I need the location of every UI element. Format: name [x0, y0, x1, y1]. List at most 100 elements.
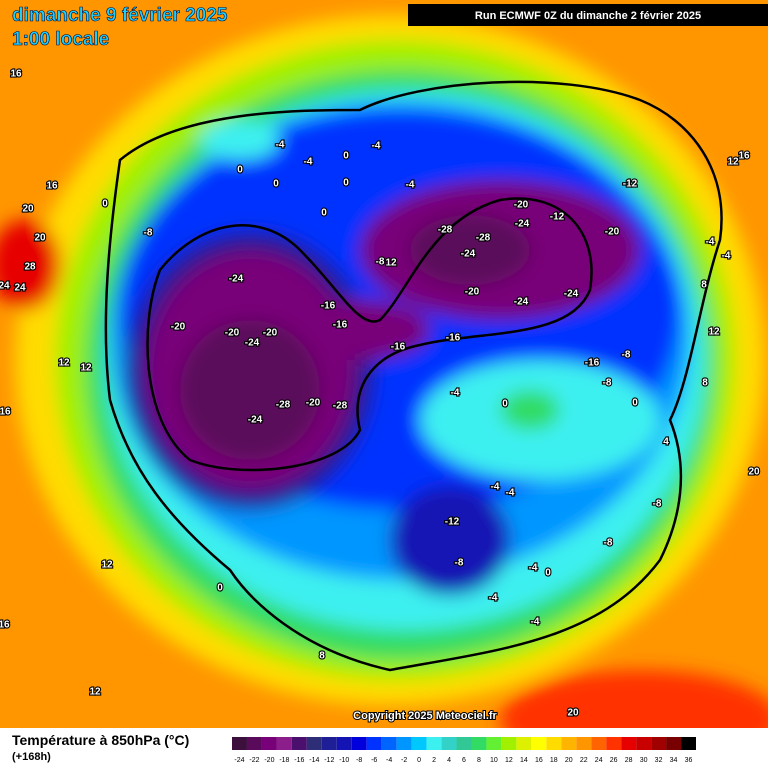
color-swatch	[501, 737, 517, 750]
contour-label: -16	[446, 333, 461, 344]
scale-label: 22	[580, 757, 588, 764]
color-swatch	[681, 737, 696, 750]
contour-label: 16	[10, 69, 22, 80]
scale-label: 32	[655, 757, 663, 764]
contour-label: -4	[706, 237, 715, 248]
scale-label: 30	[640, 757, 648, 764]
contour-label: 20	[34, 233, 46, 244]
contour-label: -4	[529, 563, 538, 574]
contour-label: 0	[237, 165, 243, 176]
contour-label: -8	[144, 228, 153, 239]
contour-label: 12	[727, 157, 739, 168]
contour-label: 8	[319, 651, 325, 662]
contour-label: 12	[101, 560, 113, 571]
contour-label: -24	[461, 249, 476, 260]
scale-label: 28	[625, 757, 633, 764]
color-swatch	[306, 737, 322, 750]
scale-label: 12	[505, 757, 513, 764]
color-swatch	[381, 737, 397, 750]
contour-label: -16	[585, 358, 600, 369]
contour-label: -28	[333, 401, 348, 412]
contour-label: -16	[333, 320, 348, 331]
scale-label: 34	[670, 757, 678, 764]
contour-label: 0	[545, 568, 551, 579]
contour-label: -20	[263, 328, 278, 339]
contour-label: 0	[321, 208, 327, 219]
scale-label: -18	[279, 757, 289, 764]
color-swatch	[336, 737, 352, 750]
contour-label: 12	[708, 327, 720, 338]
scale-label: -20	[264, 757, 274, 764]
contour-label: -20	[605, 227, 620, 238]
color-scale: -24 -22 -20 -18 -16 -14 -12 -10 -8 -6 -4 -2 0 2 4 6 8 10 1…	[232, 737, 696, 764]
color-swatch	[486, 737, 502, 750]
scale-label: -2	[401, 757, 407, 764]
contour-label: -12	[445, 517, 460, 528]
contour-label: -20	[225, 328, 240, 339]
contour-label: 12	[385, 258, 397, 269]
color-swatch	[276, 737, 292, 750]
contour-label: -24	[229, 274, 244, 285]
contour-label: -12	[550, 212, 565, 223]
contour-label: -8	[603, 378, 612, 389]
color-swatch	[471, 737, 487, 750]
contour-label: 20	[22, 204, 34, 215]
color-swatch	[366, 737, 382, 750]
color-swatch	[576, 737, 592, 750]
contour-label: -20	[306, 398, 321, 409]
contour-label: 0	[273, 179, 279, 190]
scale-label: 26	[610, 757, 618, 764]
scale-label: 18	[550, 757, 558, 764]
contour-label: -4	[491, 482, 500, 493]
scale-label: 0	[417, 757, 421, 764]
contour-label: -4	[451, 388, 460, 399]
color-swatch	[456, 737, 472, 750]
color-swatch	[606, 737, 622, 750]
color-swatch	[426, 737, 442, 750]
contour-label: -8	[376, 257, 385, 268]
contour-label: -20	[514, 200, 529, 211]
color-swatch	[546, 737, 562, 750]
scale-label: -4	[386, 757, 392, 764]
color-swatch	[561, 737, 577, 750]
contour-label: 16	[738, 151, 750, 162]
contour-label: -4	[372, 141, 381, 152]
scale-label: 8	[477, 757, 481, 764]
contour-label: 12	[80, 363, 92, 374]
contour-label: -8	[622, 350, 631, 361]
contour-label: 0	[343, 178, 349, 189]
scale-label: 36	[685, 757, 693, 764]
contour-label: -28	[438, 225, 453, 236]
copyright: Copyright 2025 Meteociel.fr	[353, 710, 497, 722]
contour-label: 20	[748, 467, 760, 478]
scale-label: 4	[447, 757, 451, 764]
contour-label: 0	[343, 151, 349, 162]
scale-label: -22	[249, 757, 259, 764]
contour-label: 12	[58, 358, 70, 369]
color-swatch	[516, 737, 532, 750]
contour-label: -12	[623, 179, 638, 190]
run-banner	[408, 4, 768, 26]
contour-label: 16	[0, 620, 10, 631]
scale-label: -6	[371, 757, 377, 764]
run-info: Run ECMWF 0Z du dimanche 2 février 2025	[475, 10, 701, 22]
scale-label: -8	[356, 757, 362, 764]
contour-label: 24	[0, 281, 10, 292]
color-swatch	[636, 737, 652, 750]
contour-label: -28	[276, 400, 291, 411]
contour-label: 24	[14, 283, 26, 294]
contour-label: 16	[46, 181, 58, 192]
contour-label: 8	[702, 378, 708, 389]
contour-label: -4	[489, 593, 498, 604]
color-swatch	[396, 737, 412, 750]
color-swatch	[591, 737, 607, 750]
scale-label: -24	[234, 757, 244, 764]
contour-label: -20	[171, 322, 186, 333]
color-swatch	[651, 737, 667, 750]
scale-label: 24	[595, 757, 603, 764]
scale-label: 2	[432, 757, 436, 764]
contour-label: -16	[391, 342, 406, 353]
contour-label: -20	[465, 287, 480, 298]
